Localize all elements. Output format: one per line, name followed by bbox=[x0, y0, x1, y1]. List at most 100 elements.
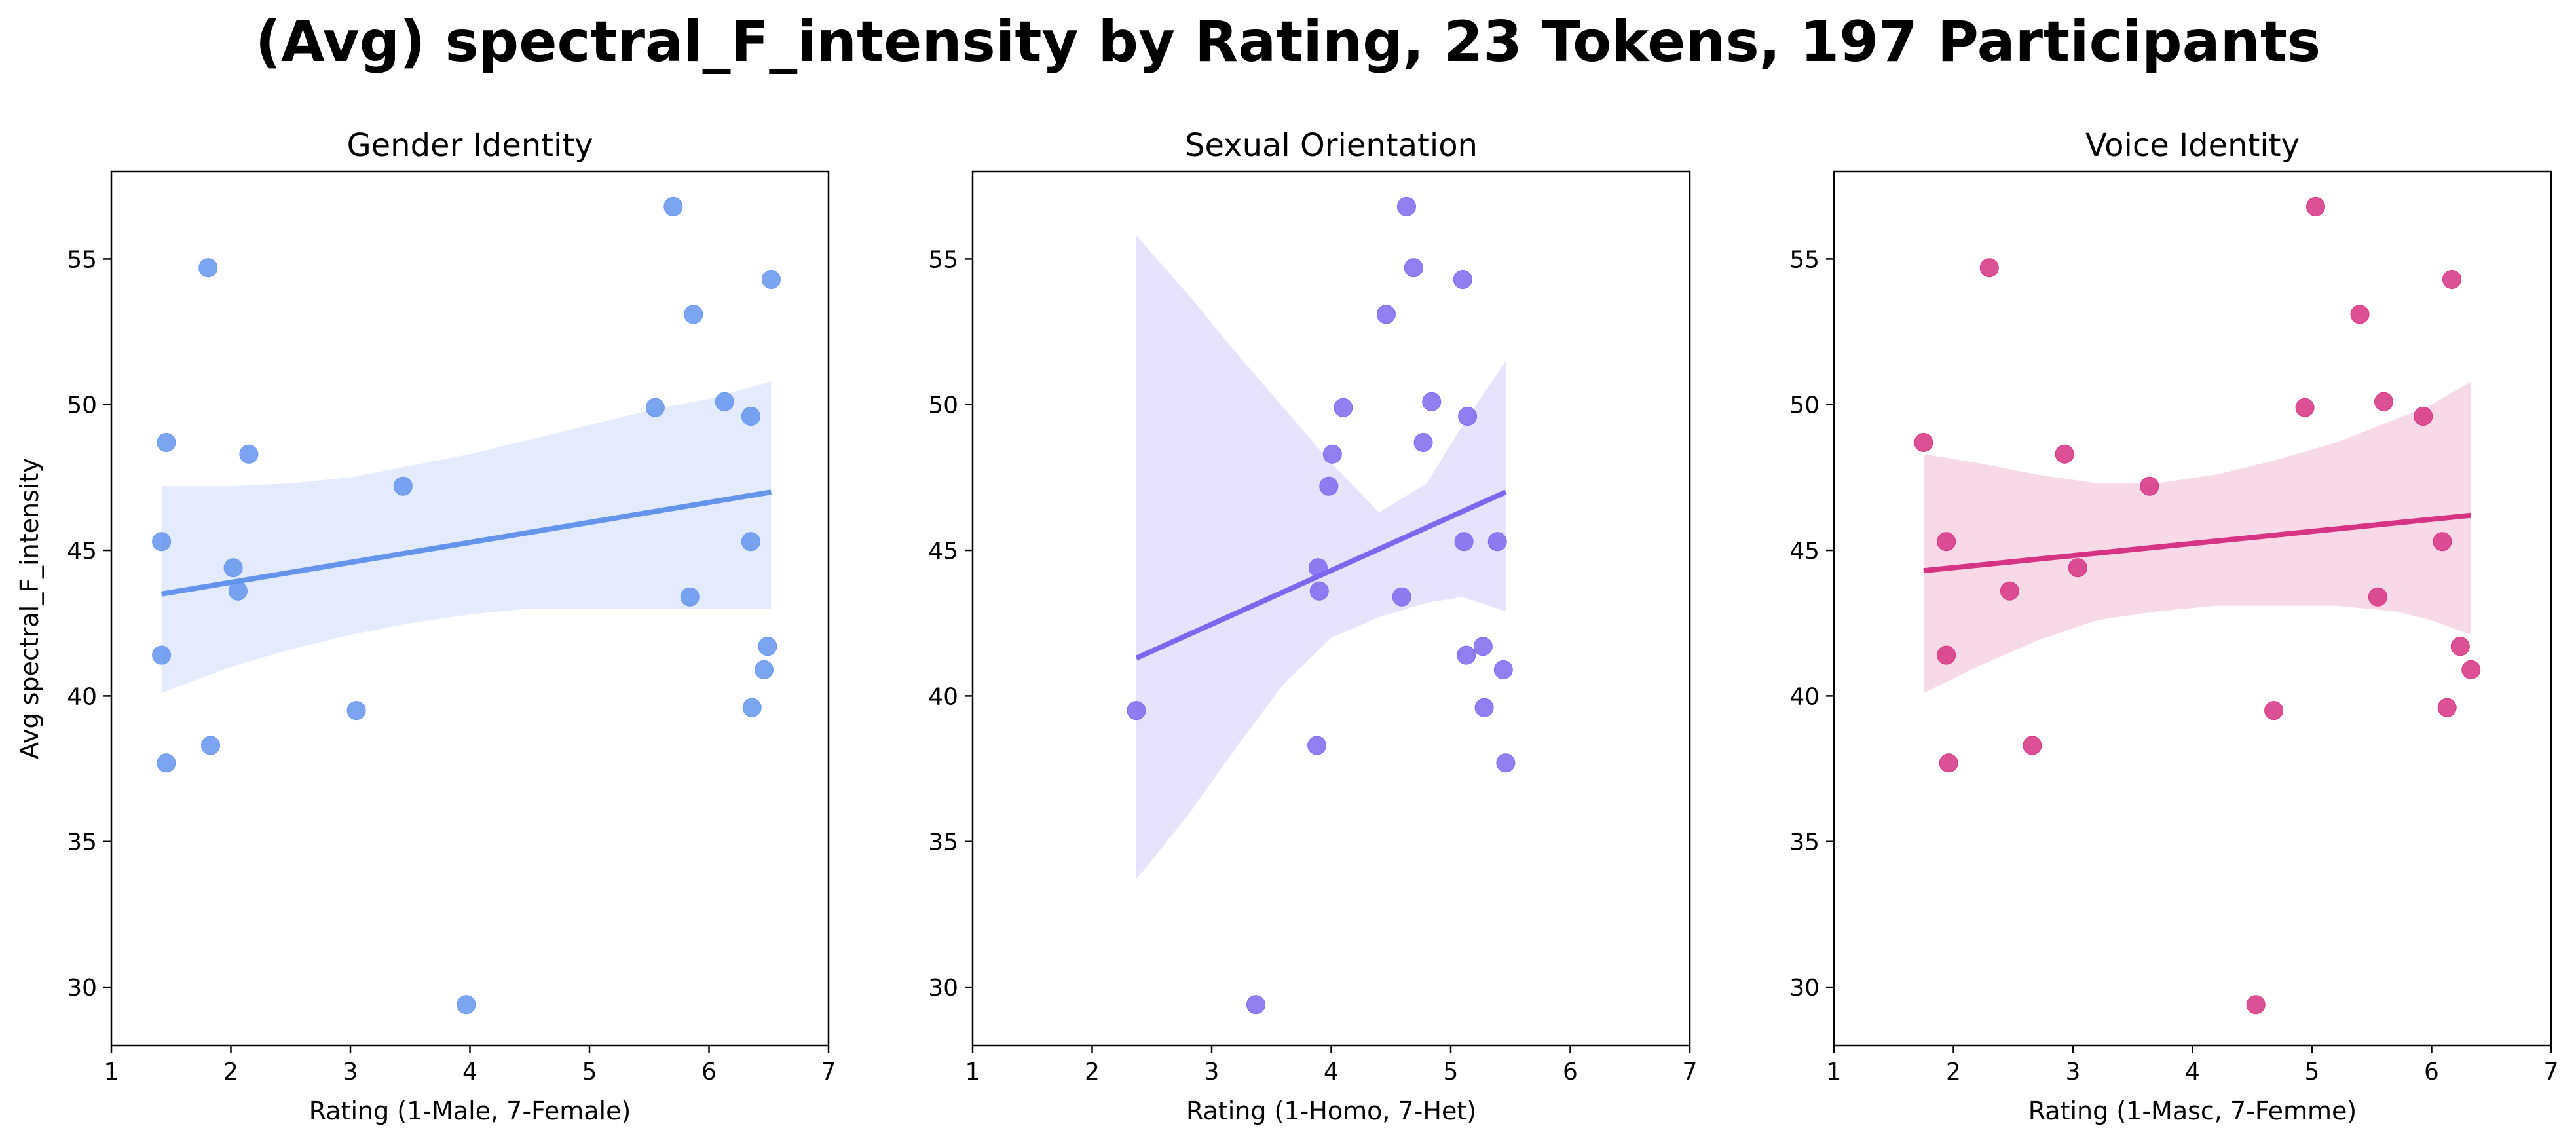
data-point bbox=[2442, 270, 2461, 289]
data-point bbox=[198, 258, 218, 278]
data-point bbox=[1397, 197, 1416, 216]
y-tick-label: 30 bbox=[1789, 975, 1820, 1002]
data-point bbox=[1937, 645, 1956, 665]
data-point bbox=[1457, 645, 1476, 665]
data-point bbox=[1496, 753, 1516, 773]
x-tick-label: 6 bbox=[2424, 1059, 2439, 1085]
data-point bbox=[223, 558, 243, 578]
y-tick-label: 50 bbox=[67, 392, 97, 419]
data-point bbox=[715, 392, 734, 411]
data-point bbox=[1458, 407, 1478, 426]
data-point bbox=[1939, 753, 1958, 773]
confidence-band bbox=[1136, 235, 1506, 880]
regression-line bbox=[160, 489, 772, 597]
data-point bbox=[2068, 558, 2087, 578]
y-tick-label: 45 bbox=[928, 538, 958, 565]
data-point bbox=[645, 398, 665, 417]
data-point bbox=[2000, 581, 2019, 601]
data-point bbox=[2461, 660, 2481, 679]
x-tick-label: 6 bbox=[1563, 1059, 1578, 1085]
data-point bbox=[1334, 398, 1353, 417]
data-point bbox=[152, 645, 172, 665]
y-tick-label: 45 bbox=[67, 538, 97, 565]
data-point bbox=[239, 444, 259, 464]
confidence-band bbox=[161, 381, 772, 693]
data-point bbox=[2306, 197, 2325, 216]
data-point bbox=[1493, 660, 1513, 679]
data-point bbox=[201, 736, 220, 755]
y-tick-label: 50 bbox=[1789, 392, 1820, 419]
data-point bbox=[2437, 698, 2457, 717]
data-point bbox=[1319, 476, 1339, 496]
data-point bbox=[684, 305, 703, 324]
data-point bbox=[1307, 736, 1327, 755]
x-tick-label: 2 bbox=[223, 1059, 238, 1085]
data-point bbox=[2433, 532, 2452, 552]
data-point bbox=[1127, 701, 1146, 721]
data-point bbox=[457, 995, 476, 1015]
data-point bbox=[2264, 701, 2284, 721]
y-tick-label: 40 bbox=[1789, 683, 1820, 710]
panel-title: Gender Identity bbox=[346, 127, 593, 164]
x-tick-label: 4 bbox=[462, 1059, 477, 1085]
x-axis-label: Rating (1-Homo, 7-Het) bbox=[1186, 1097, 1476, 1125]
y-tick-label: 50 bbox=[928, 392, 958, 419]
data-point bbox=[1322, 444, 1342, 464]
data-point bbox=[1392, 587, 1411, 607]
data-point bbox=[2295, 398, 2315, 417]
data-point bbox=[2368, 587, 2387, 607]
confidence-band bbox=[1923, 381, 2471, 693]
data-point bbox=[1413, 433, 1433, 452]
x-tick-label: 1 bbox=[1827, 1059, 1842, 1085]
y-tick-label: 35 bbox=[67, 829, 97, 856]
data-point bbox=[1453, 270, 1472, 289]
x-tick-label: 3 bbox=[343, 1059, 358, 1085]
data-point bbox=[1422, 392, 1442, 411]
data-point bbox=[1308, 558, 1328, 578]
x-tick-label: 3 bbox=[1204, 1059, 1220, 1085]
data-point bbox=[680, 587, 700, 607]
y-tick-label: 55 bbox=[1789, 246, 1820, 273]
x-tick-label: 5 bbox=[2305, 1059, 2320, 1085]
y-tick-label: 30 bbox=[928, 975, 958, 1002]
data-point bbox=[346, 701, 366, 721]
data-point bbox=[1914, 433, 1933, 452]
x-tick-label: 5 bbox=[582, 1059, 597, 1085]
y-tick-label: 55 bbox=[67, 246, 97, 273]
panel-title: Voice Identity bbox=[2085, 127, 2300, 164]
data-point bbox=[741, 532, 760, 552]
y-tick-label: 35 bbox=[1789, 829, 1820, 856]
data-point bbox=[741, 407, 760, 426]
x-tick-label: 4 bbox=[1324, 1059, 1339, 1085]
data-point bbox=[1979, 258, 1999, 278]
data-point bbox=[393, 476, 413, 496]
data-point bbox=[755, 660, 774, 679]
x-tick-label: 7 bbox=[2544, 1059, 2559, 1085]
panel-title: Sexual Orientation bbox=[1185, 127, 1478, 164]
data-point bbox=[152, 532, 172, 552]
data-point bbox=[761, 270, 781, 289]
data-point bbox=[1474, 698, 1494, 717]
regression-line bbox=[1923, 512, 2472, 574]
data-point bbox=[2350, 305, 2370, 324]
data-point bbox=[2055, 444, 2074, 464]
y-tick-label: 35 bbox=[928, 829, 958, 856]
y-axis-label: Avg spectral_F_intensity bbox=[15, 458, 44, 759]
x-tick-label: 6 bbox=[701, 1059, 717, 1085]
x-tick-label: 7 bbox=[821, 1059, 836, 1085]
data-point bbox=[2246, 995, 2266, 1015]
x-tick-label: 5 bbox=[1444, 1059, 1459, 1085]
x-tick-label: 7 bbox=[1683, 1059, 1698, 1085]
y-tick-label: 40 bbox=[928, 683, 958, 710]
data-point bbox=[2414, 407, 2433, 426]
x-tick-label: 3 bbox=[2066, 1059, 2081, 1085]
data-point bbox=[157, 433, 176, 452]
data-point bbox=[742, 698, 762, 717]
data-point bbox=[1404, 258, 1423, 278]
data-point bbox=[758, 637, 777, 656]
x-tick-label: 2 bbox=[1946, 1059, 1961, 1085]
